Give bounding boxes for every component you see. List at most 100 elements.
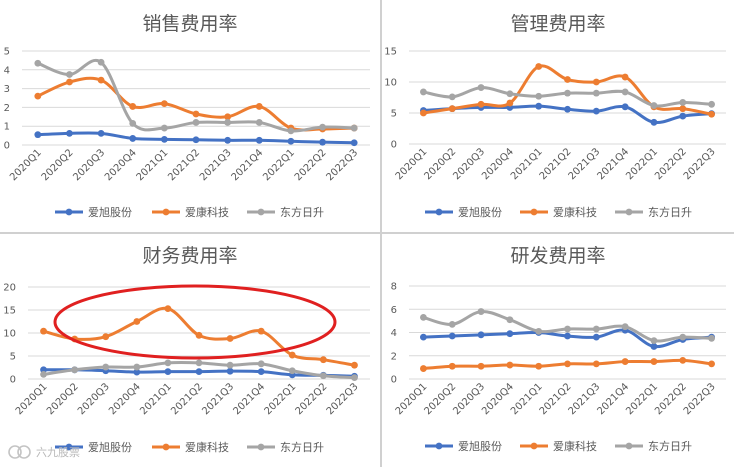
chart-legend: 爱旭股份 爱康科技 东方日升 xyxy=(425,205,692,219)
data-point xyxy=(535,63,543,70)
legend-item: 东方日升 xyxy=(615,439,692,453)
data-point xyxy=(448,332,456,340)
y-tick-label: 3 xyxy=(4,84,10,95)
legend-label: 东方日升 xyxy=(280,205,324,219)
legend-marker xyxy=(435,442,443,450)
legend-item: 东方日升 xyxy=(247,205,324,219)
data-point xyxy=(287,137,295,145)
data-point xyxy=(129,103,137,110)
legend-label: 爱旭股份 xyxy=(88,205,132,219)
x-tick-label: 2021Q4 xyxy=(230,147,266,183)
legend-marker xyxy=(435,208,443,216)
legend-item: 东方日升 xyxy=(247,440,324,454)
data-point xyxy=(592,78,600,86)
x-tick-label: 2021Q1 xyxy=(138,381,174,417)
data-point xyxy=(621,73,629,81)
data-point xyxy=(477,100,485,108)
x-tick-label: 2020Q2 xyxy=(45,381,81,417)
y-tick-label: 5 xyxy=(391,109,397,120)
data-point xyxy=(477,331,485,339)
data-point xyxy=(506,99,514,107)
series-2 xyxy=(40,305,358,369)
data-point xyxy=(195,359,203,367)
data-point xyxy=(592,360,600,368)
watermark: 六九股票 xyxy=(8,445,80,459)
data-point xyxy=(679,357,687,364)
data-point xyxy=(650,102,658,109)
chart-legend: 爱旭股份 爱康科技 东方日升 xyxy=(425,439,692,453)
legend-label: 爱旭股份 xyxy=(458,439,502,453)
x-tick-label: 2020Q4 xyxy=(107,381,143,417)
data-point xyxy=(319,123,326,131)
x-tick-label: 2022Q2 xyxy=(294,381,330,417)
data-point xyxy=(288,367,296,375)
data-point xyxy=(708,360,715,368)
data-point xyxy=(34,59,42,67)
data-point xyxy=(97,76,105,84)
legend-item: 爱康科技 xyxy=(520,205,597,219)
data-point xyxy=(420,88,427,96)
data-point xyxy=(160,124,168,132)
data-point xyxy=(34,131,42,139)
data-point xyxy=(592,325,600,333)
data-point xyxy=(97,58,105,66)
series-3 xyxy=(34,58,358,135)
x-tick-label: 2021Q2 xyxy=(166,147,202,183)
data-point xyxy=(448,93,456,101)
data-point xyxy=(192,119,200,126)
data-point xyxy=(192,110,200,118)
data-point xyxy=(650,343,658,350)
data-point xyxy=(160,135,168,143)
data-point xyxy=(564,105,571,113)
annotation-ellipse xyxy=(53,284,337,360)
data-point xyxy=(192,136,200,144)
data-point xyxy=(97,129,105,137)
data-point xyxy=(224,136,232,144)
legend-marker xyxy=(65,443,73,451)
data-point xyxy=(420,365,427,372)
chart-title: 销售费用率 xyxy=(142,13,237,35)
x-tick-label: 2020Q2 xyxy=(40,147,76,183)
data-point xyxy=(621,88,629,96)
legend-label: 爱康科技 xyxy=(553,439,597,453)
data-point xyxy=(420,333,427,341)
data-point xyxy=(420,109,427,117)
data-point xyxy=(255,136,263,144)
y-tick-label: 0 xyxy=(391,375,397,386)
data-point xyxy=(195,331,203,339)
y-tick-label: 0 xyxy=(4,141,10,152)
data-point xyxy=(535,362,543,370)
data-point xyxy=(477,308,485,315)
legend-label: 爱旭股份 xyxy=(88,440,132,454)
series-3 xyxy=(40,359,358,382)
legend-label: 爱康科技 xyxy=(185,440,229,454)
x-tick-label: 2020Q1 xyxy=(8,147,44,183)
y-tick-label: 0 xyxy=(10,375,16,386)
data-point xyxy=(255,103,263,110)
data-point xyxy=(164,305,172,313)
x-tick-label: 2022Q1 xyxy=(261,147,297,183)
data-point xyxy=(506,330,514,338)
data-point xyxy=(592,107,600,115)
x-tick-label: 2020Q4 xyxy=(103,147,139,183)
x-tick-label: 2021Q4 xyxy=(231,381,267,417)
chart-title: 管理费用率 xyxy=(510,13,605,35)
legend-item: 爱旭股份 xyxy=(425,205,502,219)
legend-label: 爱旭股份 xyxy=(458,205,502,219)
data-point xyxy=(621,103,629,111)
data-point xyxy=(650,358,658,365)
y-tick-label: 1 xyxy=(4,122,10,133)
data-point xyxy=(66,78,73,86)
data-point xyxy=(71,366,79,374)
y-tick-label: 8 xyxy=(391,282,397,293)
data-point xyxy=(224,113,232,121)
x-tick-label: 2022Q2 xyxy=(293,147,329,183)
data-point xyxy=(319,356,327,364)
data-point xyxy=(506,361,514,369)
legend-label: 东方日升 xyxy=(280,440,324,454)
legend-item: 爱旭股份 xyxy=(425,439,502,453)
data-point xyxy=(133,318,141,325)
data-point xyxy=(679,99,687,106)
legend-item: 爱康科技 xyxy=(520,439,597,453)
